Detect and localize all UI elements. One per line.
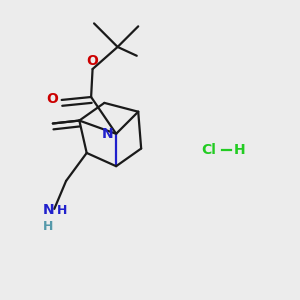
Text: O: O <box>86 54 98 68</box>
Text: Cl: Cl <box>202 143 216 157</box>
Text: N: N <box>43 203 54 218</box>
Text: H: H <box>43 220 54 233</box>
Text: H: H <box>56 204 67 217</box>
Text: N: N <box>102 127 114 141</box>
Text: H: H <box>234 143 246 157</box>
Text: O: O <box>46 92 58 106</box>
